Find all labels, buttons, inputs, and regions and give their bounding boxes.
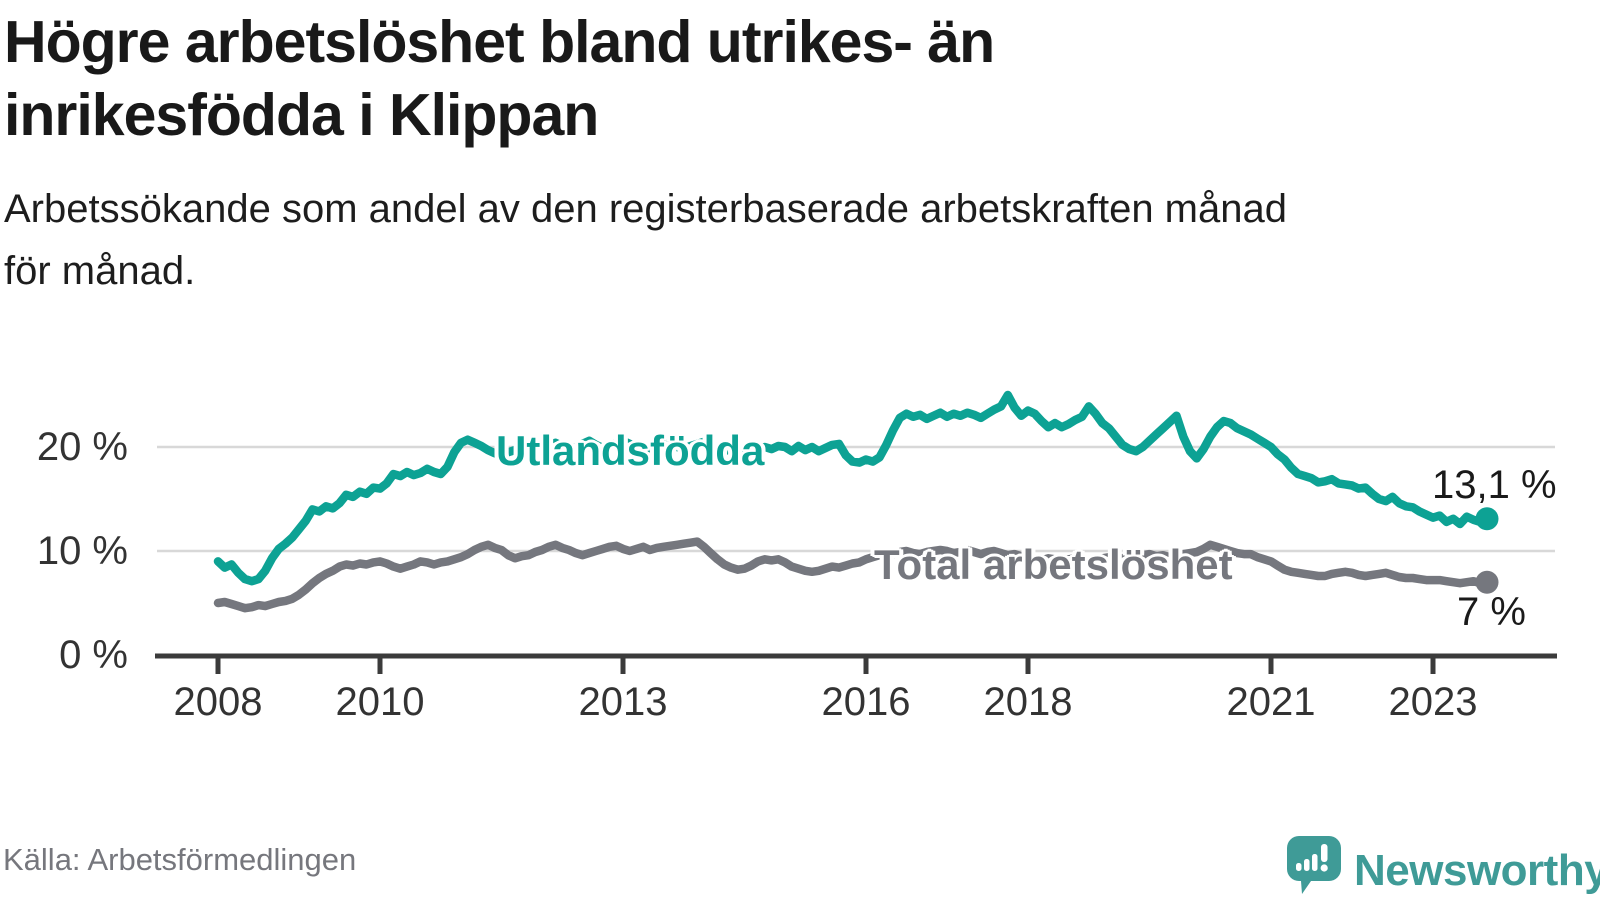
end-value-label-utlandsfodda: 13,1 % — [1432, 463, 1557, 507]
line-end-dot — [1475, 570, 1499, 594]
x-axis-tick-label: 2023 — [1388, 680, 1478, 724]
subtitle-line-1: Arbetssökande som andel av den registerb… — [4, 187, 1287, 231]
series-label-total-arbetsloshet: Total arbetslöshet — [874, 541, 1233, 588]
x-axis-tick-label: 2013 — [578, 680, 668, 724]
x-axis-tick-label: 2008 — [173, 680, 263, 724]
x-axis-tick-label: 2016 — [821, 680, 911, 724]
y-axis-tick-label: 20 % — [36, 425, 128, 469]
page-title: Högre arbetslöshet bland utrikes- än inr… — [4, 6, 1564, 152]
logo-exclamation-bar — [1321, 844, 1328, 862]
y-axis-tick-label: 0 % — [59, 633, 128, 677]
series-label-utlandsfodda: Utlandsfödda — [496, 427, 765, 474]
logo-bar-3 — [1312, 854, 1318, 871]
source-attribution: Källa: Arbetsförmedlingen — [3, 842, 357, 877]
title-line-2: inrikesfödda i Klippan — [4, 82, 599, 148]
end-value-label-total: 7 % — [1457, 590, 1526, 634]
newsworthy-logo-icon — [1287, 836, 1341, 894]
x-axis-tick-label: 2021 — [1226, 680, 1316, 724]
logo-bar-2 — [1304, 859, 1310, 871]
data-line — [213, 390, 1492, 586]
data-line — [213, 537, 1492, 613]
line-end-dot — [1475, 507, 1499, 531]
logo-bar-1 — [1296, 863, 1302, 871]
x-axis-tick-label: 2018 — [983, 680, 1073, 724]
logo-exclamation-dot — [1320, 864, 1328, 872]
chart-subtitle: Arbetssökande som andel av den registerb… — [4, 178, 1564, 302]
subtitle-line-2: för månad. — [4, 249, 196, 293]
y-axis-tick-label: 10 % — [36, 529, 128, 573]
title-line-1: Högre arbetslöshet bland utrikes- än — [4, 9, 995, 75]
x-axis-tick-label: 2010 — [335, 680, 425, 724]
newsworthy-logo-text: Newsworthy — [1354, 846, 1600, 895]
